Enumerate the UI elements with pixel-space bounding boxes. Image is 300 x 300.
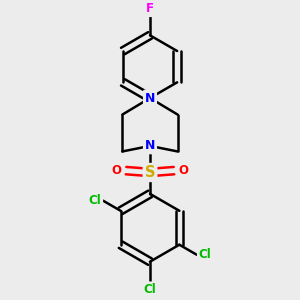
- Text: O: O: [112, 164, 122, 177]
- Text: Cl: Cl: [199, 248, 212, 261]
- Text: O: O: [178, 164, 188, 177]
- Text: S: S: [145, 165, 155, 180]
- Text: N: N: [145, 92, 155, 104]
- Text: N: N: [145, 140, 155, 152]
- Text: Cl: Cl: [144, 283, 156, 296]
- Text: F: F: [146, 2, 154, 15]
- Text: Cl: Cl: [88, 194, 101, 207]
